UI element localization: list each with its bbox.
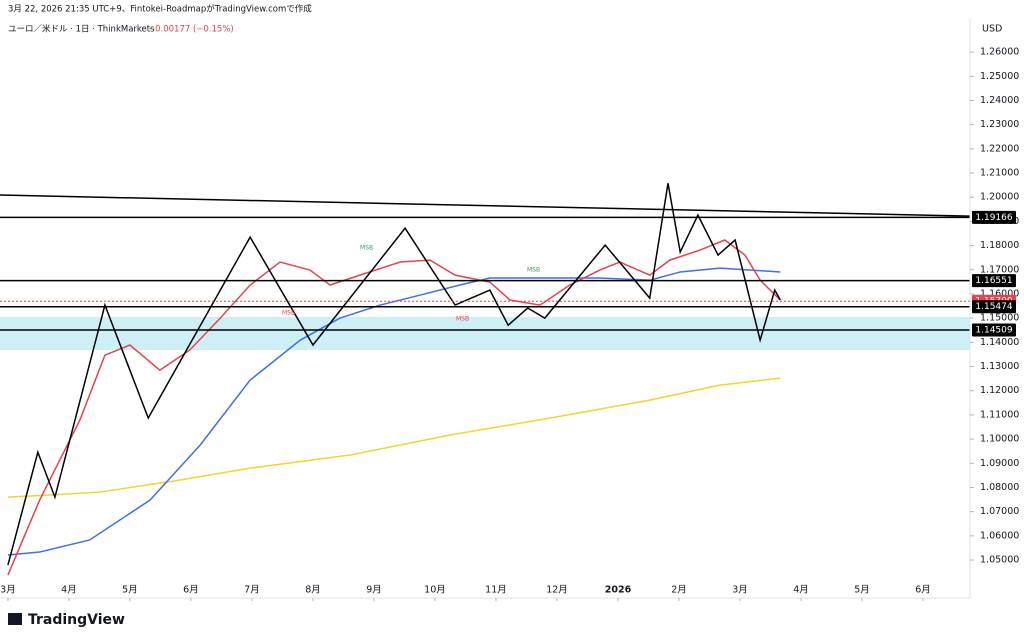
y-tick-label: 1.21000 [980, 168, 1019, 179]
x-tick-label: 6月 [183, 585, 199, 596]
y-tick-label: 1.18000 [980, 240, 1019, 251]
x-tick-label: 5月 [122, 585, 138, 596]
price-label-box [972, 300, 1016, 314]
logo-icon [8, 613, 22, 625]
y-tick-label: 1.07000 [980, 506, 1019, 517]
y-tick-label: 1.05000 [980, 555, 1019, 566]
y-tick-label: 1.10000 [980, 434, 1019, 445]
y-tick-label: 1.16000 [980, 288, 1019, 299]
price-label: 1.16551 [975, 276, 1012, 286]
x-tick-label: 2月 [671, 585, 687, 596]
y-tick-label: 1.26000 [980, 47, 1019, 58]
series-line [7, 239, 781, 576]
change: −0.00177 (−0.15%) [148, 25, 234, 35]
symbol: ユーロ／米ドル · 1日 · ThinkMarkets [8, 24, 155, 35]
y-tick-label: 1.13000 [980, 361, 1019, 372]
y-tick-label: 1.24000 [980, 95, 1019, 106]
axis-unit: USD [982, 24, 1002, 35]
y-tick-label: 1.12000 [980, 385, 1019, 396]
y-tick-label: 1.06000 [980, 530, 1019, 541]
series-line [0, 194, 970, 217]
x-tick-label: 12月 [546, 585, 568, 596]
price-label-box [972, 323, 1016, 337]
y-tick-label: 1.15000 [980, 313, 1019, 324]
series-line [7, 183, 781, 566]
series-line [7, 377, 781, 498]
y-tick-label: 1.09000 [980, 458, 1019, 469]
x-tick-label: 9月 [366, 585, 382, 596]
x-tick-label: 4月 [793, 585, 809, 596]
plot-area [0, 183, 970, 576]
x-tick-label: 5月 [854, 585, 870, 596]
x-tick-label: 3月 [0, 585, 16, 596]
annotation: MSB [360, 245, 373, 252]
y-tick-label: 1.25000 [980, 71, 1019, 82]
annotation: MSB [527, 267, 540, 274]
y-tick-label: 1.08000 [980, 482, 1019, 493]
credit: 3月 22, 2026 21:35 UTC+9、Fintokei-Roadmap… [8, 4, 312, 15]
annotation: MSB [282, 310, 295, 317]
annotation: MSB [456, 316, 469, 323]
x-tick-label: 3月 [732, 585, 748, 596]
logo: TradingView [8, 612, 125, 628]
price-label: 1.19166 [975, 213, 1012, 223]
zone [0, 316, 970, 351]
price-label-box [972, 210, 1016, 224]
y-tick-label: 1.11000 [980, 409, 1019, 420]
price-label-box [972, 274, 1016, 288]
y-tick-label: 1.20000 [980, 192, 1019, 203]
x-tick-label: 8月 [305, 585, 321, 596]
series-line [7, 267, 781, 556]
y-tick-label: 1.23000 [980, 119, 1019, 130]
price-label: 1.14509 [975, 326, 1012, 336]
y-tick-label: 1.22000 [980, 143, 1019, 154]
x-tick-label: 4月 [61, 585, 77, 596]
x-tick-label: 10月 [424, 585, 446, 596]
x-tick-label: 11月 [485, 585, 507, 596]
x-tick-label: 6月 [915, 585, 931, 596]
x-tick-label: 7月 [244, 585, 260, 596]
price-label: 1.15474 [975, 302, 1012, 312]
logo-text: TradingView [28, 612, 125, 628]
y-tick-label: 1.17000 [980, 264, 1019, 275]
x-tick-label: 2026 [605, 585, 632, 596]
y-tick-label: 1.14000 [980, 337, 1019, 348]
